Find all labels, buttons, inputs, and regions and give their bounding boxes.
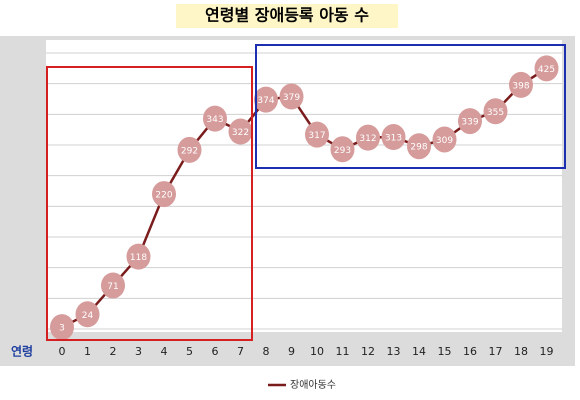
data-point (458, 108, 482, 135)
data-point (126, 243, 151, 270)
x-tick-label: 15 (438, 345, 452, 358)
title-highlight (176, 4, 398, 28)
x-tick-label: 5 (186, 345, 193, 358)
data-point (356, 124, 380, 151)
x-tick-label: 10 (310, 345, 324, 358)
x-tick-label: 17 (489, 345, 503, 358)
data-point (50, 314, 74, 341)
data-label: 24 (82, 311, 94, 321)
highlight-box-red (46, 66, 253, 341)
x-tick-label: 7 (237, 345, 244, 358)
x-tick-label: 13 (387, 345, 401, 358)
data-label: 118 (130, 253, 147, 263)
data-label: 317 (308, 131, 325, 141)
legend-label: 장애아동수 (290, 379, 336, 391)
data-point (483, 98, 508, 125)
x-tick-label: 6 (212, 345, 219, 358)
data-point (203, 105, 227, 132)
data-label: 313 (385, 134, 402, 144)
data-point (75, 301, 100, 328)
x-tick-label: 8 (263, 345, 270, 358)
highlight-box-blue (255, 44, 566, 169)
data-label: 343 (206, 115, 223, 125)
x-tick-label: 0 (59, 345, 66, 358)
data-label: 3 (59, 324, 65, 334)
data-point (407, 133, 431, 160)
data-point (254, 86, 278, 113)
x-tick-label: 3 (135, 345, 142, 358)
data-label: 425 (538, 65, 555, 75)
data-point (279, 83, 304, 110)
data-label: 374 (257, 96, 274, 106)
data-label: 379 (283, 93, 300, 103)
data-label: 312 (359, 134, 376, 144)
x-tick-label: 12 (361, 345, 375, 358)
data-point (509, 71, 533, 98)
x-tick-label: 9 (288, 345, 295, 358)
data-point (534, 55, 559, 82)
data-label: 292 (181, 146, 198, 156)
data-label: 398 (512, 81, 529, 91)
data-label: 220 (155, 191, 172, 201)
data-point (228, 118, 253, 145)
data-point (101, 272, 125, 299)
chart-title: 연령별 장애등록 아동 수 (205, 6, 369, 25)
data-point (305, 121, 329, 148)
data-point (177, 136, 202, 163)
data-label: 322 (232, 128, 249, 138)
data-label: 355 (487, 108, 504, 118)
data-label: 339 (461, 118, 478, 128)
data-label: 298 (410, 143, 427, 153)
data-label: 309 (436, 136, 453, 146)
x-tick-label: 2 (110, 345, 117, 358)
x-tick-label: 4 (161, 345, 168, 358)
x-tick-label: 18 (514, 345, 528, 358)
data-point (152, 181, 176, 208)
x-axis-label: 연령 (11, 344, 33, 359)
plot-area (46, 40, 562, 332)
data-label: 293 (334, 146, 351, 156)
data-point (381, 124, 406, 151)
data-point (432, 126, 457, 153)
data-point (330, 136, 355, 163)
x-tick-label: 1 (84, 345, 91, 358)
x-tick-label: 16 (463, 345, 477, 358)
x-tick-label: 19 (540, 345, 554, 358)
x-tick-label: 11 (336, 345, 350, 358)
x-tick-label: 14 (412, 345, 426, 358)
data-label: 71 (107, 282, 118, 292)
